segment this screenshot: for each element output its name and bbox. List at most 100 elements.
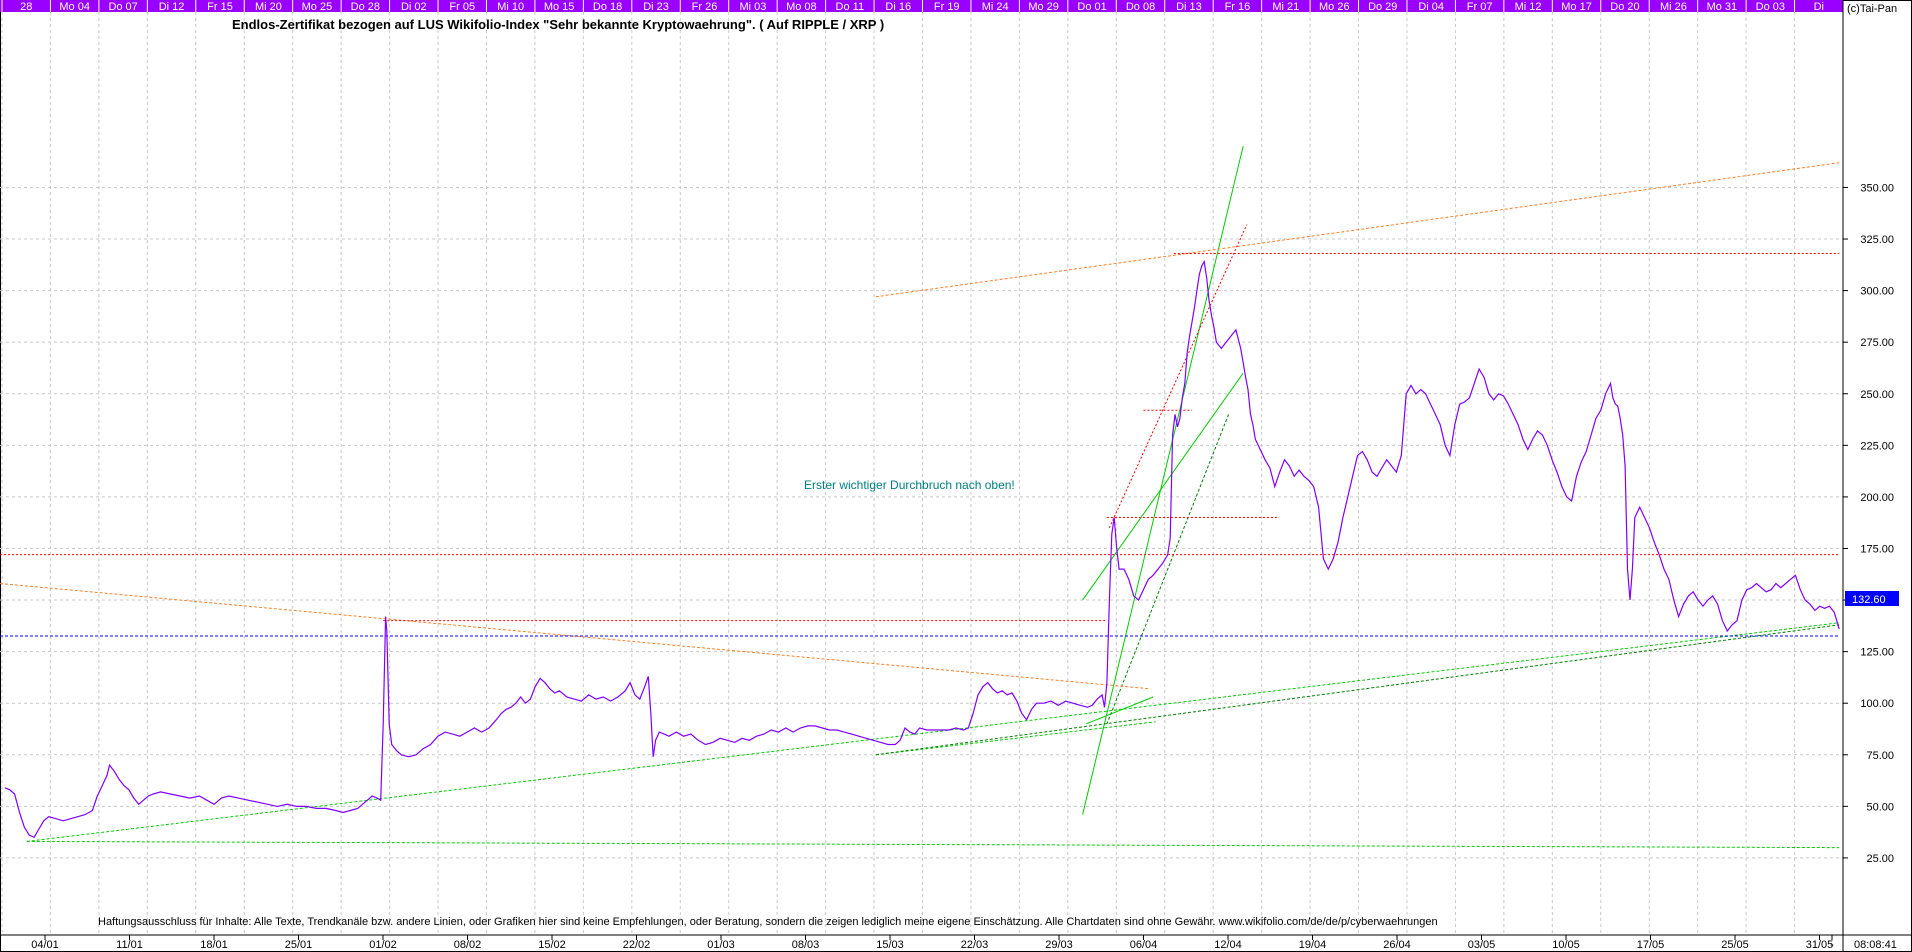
top-axis-label: Mi 21 — [1272, 1, 1299, 13]
top-axis-label: Fr 07 — [1467, 1, 1493, 13]
x-tick-label: 01/03 — [707, 939, 735, 951]
x-tick-label: 06/04 — [1130, 939, 1158, 951]
y-tick-label: 75.00 — [1866, 750, 1894, 762]
top-axis-label: Di — [1814, 1, 1824, 13]
top-axis-label: Mo 15 — [544, 1, 575, 13]
last-price-badge — [1845, 591, 1899, 606]
top-axis-label: 28 — [20, 1, 32, 13]
top-axis-label: Mi 20 — [255, 1, 282, 13]
top-axis-label: Di 16 — [885, 1, 911, 13]
top-axis-label: Di 12 — [159, 1, 185, 13]
x-tick-label: 01/02 — [369, 939, 397, 951]
top-axis-label: Do 29 — [1368, 1, 1397, 13]
y-tick-label: 50.00 — [1866, 801, 1894, 813]
x-tick-label: 08/02 — [454, 939, 482, 951]
x-tick-label: 15/02 — [538, 939, 566, 951]
copyright-label: (c)Tai-Pan — [1847, 3, 1897, 15]
y-tick-label: 125.00 — [1860, 647, 1894, 659]
trendline-dashed-red — [1108, 224, 1248, 529]
top-axis-label: Mo 25 — [302, 1, 333, 13]
x-tick-label: 26/04 — [1383, 939, 1411, 951]
top-axis-label: Do 28 — [351, 1, 380, 13]
chart-title: Endlos-Zertifikat bezogen auf LUS Wikifo… — [232, 17, 884, 32]
bottom-axis-labels: 04/01 11/01 18/01 25/01 01/02 08/02 15/02 22/02… — [31, 935, 1834, 951]
trendline-dashed-orange — [875, 162, 1840, 298]
trendline-solid-green — [1086, 696, 1154, 725]
x-tick-label: 22/02 — [623, 939, 651, 951]
x-tick-label: 22/03 — [961, 939, 989, 951]
x-tick-label: 11/01 — [116, 939, 143, 951]
x-tick-label: 15/03 — [876, 939, 904, 951]
top-axis-label: Mi 10 — [497, 1, 524, 13]
top-axis-label: Do 20 — [1610, 1, 1639, 13]
top-axis-label: Do 08 — [1126, 1, 1155, 13]
top-axis-labels: 28 Mo 04 Do 07 Di 12 Fr 15 Mi 20 Mo 25 Do 28 Di … — [1, 0, 1824, 13]
last-price-label: 132.60 — [1852, 594, 1886, 606]
disclaimer-text: Haftungsausschluss für Inhalte: Alle Tex… — [98, 916, 1438, 928]
trendline-solid-green — [1082, 372, 1244, 601]
time-label: 08:08:41 — [1854, 939, 1897, 951]
top-axis-label: Fr 15 — [207, 1, 233, 13]
x-tick-label: 03/05 — [1468, 939, 1496, 951]
top-axis-label: Do 03 — [1756, 1, 1785, 13]
y-tick-label: 275.00 — [1860, 337, 1894, 349]
top-axis-label: Di 13 — [1176, 1, 1202, 13]
trendline-dashed-green — [875, 721, 1156, 756]
top-axis-label: Mo 04 — [59, 1, 90, 13]
y-tick-label: 225.00 — [1860, 440, 1894, 452]
top-axis-label: Do 07 — [108, 1, 137, 13]
trendline-dashed-green — [26, 622, 1840, 842]
y-tick-label: 300.00 — [1860, 286, 1894, 298]
top-axis-label: Mi 26 — [1660, 1, 1687, 13]
x-tick-label: 19/04 — [1299, 939, 1327, 951]
y-tick-label: 25.00 — [1866, 853, 1894, 865]
top-axis-label: Fr 16 — [1225, 1, 1251, 13]
top-axis-label: Fr 05 — [449, 1, 475, 13]
top-axis-label: Do 18 — [593, 1, 622, 13]
top-axis-label: Di 04 — [1418, 1, 1444, 13]
x-tick-label: 18/01 — [200, 939, 228, 951]
top-axis-label: Mi 03 — [739, 1, 766, 13]
x-tick-label: 04/01 — [31, 939, 59, 951]
x-tick-label: 08/03 — [792, 939, 820, 951]
y-tick-label: 350.00 — [1860, 182, 1894, 194]
top-axis-label: Mo 17 — [1561, 1, 1592, 13]
top-axis-label: Mo 31 — [1707, 1, 1738, 13]
y-tick-label: 325.00 — [1860, 234, 1894, 246]
trendline-dashed-darkgreen — [1106, 414, 1230, 725]
top-axis-label: Fr 26 — [692, 1, 718, 13]
top-axis-label: Do 11 — [836, 1, 865, 13]
x-tick-label: - — [1830, 939, 1834, 951]
top-axis-label: Mo 29 — [1028, 1, 1059, 13]
price-series-line — [4, 259, 1840, 839]
x-tick-label: 31/05 — [1806, 939, 1834, 951]
top-axis-label: Mo 08 — [786, 1, 817, 13]
x-tick-label: 25/05 — [1721, 939, 1749, 951]
trendline-dashed-darkgreen — [875, 624, 1840, 756]
trendline-dashed-orange — [0, 583, 1150, 690]
top-axis-label: Fr 19 — [934, 1, 960, 13]
y-tick-label: 100.00 — [1860, 698, 1894, 710]
top-axis-label: Mi 12 — [1515, 1, 1542, 13]
x-tick-label: 17/05 — [1637, 939, 1665, 951]
x-tick-label: 12/04 — [1214, 939, 1242, 951]
trendline-solid-green — [1082, 146, 1244, 815]
x-tick-label: 25/01 — [285, 939, 313, 951]
y-tick-label: 200.00 — [1860, 492, 1894, 504]
top-axis-bar — [0, 0, 1843, 12]
top-axis-label: Mi 24 — [982, 1, 1009, 13]
top-axis-label: Di 23 — [643, 1, 669, 13]
top-axis-label: Di 02 — [401, 1, 427, 13]
x-tick-label: 10/05 — [1552, 939, 1580, 951]
chart-annotation: Erster wichtiger Durchbruch nach oben! — [804, 478, 1015, 492]
x-tick-label: 29/03 — [1045, 939, 1073, 951]
top-axis-label: Do 01 — [1077, 1, 1106, 13]
trendlines — [0, 146, 1840, 849]
y-tick-label: 175.00 — [1860, 543, 1894, 555]
y-tick-label: 250.00 — [1860, 389, 1894, 401]
grid-lines — [0, 12, 1843, 935]
top-axis-label: Mo 26 — [1319, 1, 1350, 13]
trendline-dashed-green — [26, 840, 1840, 849]
